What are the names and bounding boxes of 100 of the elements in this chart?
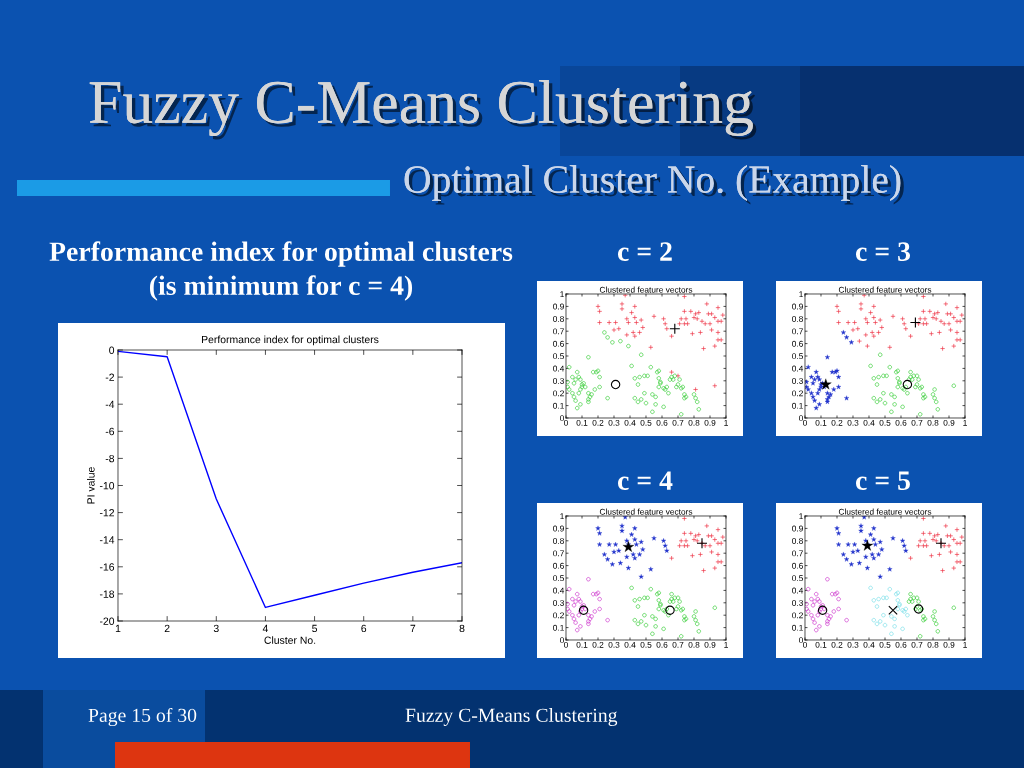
x-tick-label: 0.7 <box>672 419 684 426</box>
x-tick-label: 0.2 <box>592 641 604 648</box>
text: Fuzzy C-Means Clustering <box>405 708 618 726</box>
y-tick-label: 1 <box>560 513 564 520</box>
x-tick-label: 0.2 <box>831 419 843 426</box>
y-tick-label: 0.5 <box>553 575 564 582</box>
y-tick-label: 0.8 <box>553 316 564 322</box>
text: Performance index for optimal clusters <box>49 241 513 267</box>
x-tick-label: 0.5 <box>879 641 891 648</box>
y-tick-label: 0.9 <box>792 303 803 310</box>
x-tick-label: 0.1 <box>576 641 588 648</box>
x-tick-label: 3 <box>213 624 219 633</box>
y-tick-label: 0.2 <box>792 612 803 619</box>
x-tick-label: 4 <box>262 624 269 633</box>
y-tick-label: 0.7 <box>553 550 564 557</box>
y-tick-label: 0.3 <box>553 600 564 606</box>
chart-title: Clustered feature vectors <box>599 508 693 515</box>
x-tick-label: 0.5 <box>640 419 652 426</box>
x-tick-label: 6 <box>361 624 367 633</box>
y-tick-label: 0.6 <box>553 562 564 569</box>
y-tick-label: -14 <box>99 536 115 544</box>
y-tick-label: -4 <box>105 400 115 408</box>
y-tick-label: 0.8 <box>792 538 803 544</box>
y-tick-label: 1 <box>799 513 803 520</box>
x-tick-label: 0.1 <box>815 419 827 426</box>
y-tick-label: 0.1 <box>553 402 564 409</box>
y-tick-label: 0.4 <box>792 587 804 594</box>
x-axis-title: Cluster No. <box>264 636 316 644</box>
x-tick-label: 0.5 <box>640 641 652 648</box>
y-tick-label: -20 <box>99 617 115 625</box>
x-tick-label: 2 <box>164 624 170 633</box>
y-tick-label: 0.9 <box>553 525 564 532</box>
x-tick-label: 8 <box>459 624 465 633</box>
y-tick-label: 0.3 <box>792 378 803 384</box>
y-tick-label: 0.7 <box>553 328 564 335</box>
x-tick-label: 0.4 <box>624 419 636 426</box>
y-tick-label: -18 <box>99 590 115 598</box>
chart-title: Clustered feature vectors <box>838 286 932 293</box>
x-tick-label: 0.9 <box>704 641 716 648</box>
text: c = 2 <box>617 242 672 261</box>
x-tick-label: 0.2 <box>831 641 843 648</box>
y-tick-label: -2 <box>105 373 115 381</box>
chart-title: Clustered feature vectors <box>838 508 932 515</box>
y-tick-label: 0.9 <box>553 303 564 310</box>
x-tick-label: 0.6 <box>895 641 907 648</box>
x-tick-label: 0.3 <box>608 641 620 648</box>
y-tick-label: -12 <box>99 509 115 517</box>
y-tick-label: 0 <box>109 346 115 354</box>
text: (is minimum for c = 4) <box>149 275 413 301</box>
y-tick-label: 0.7 <box>792 328 803 335</box>
y-tick-label: -8 <box>105 454 115 463</box>
x-tick-label: 0.8 <box>688 641 700 648</box>
y-tick-label: 0.2 <box>553 390 564 397</box>
y-tick-label: 0.7 <box>792 550 803 557</box>
x-tick-label: 5 <box>312 624 318 633</box>
y-tick-label: 0.4 <box>792 365 804 372</box>
y-tick-label: 0.3 <box>553 378 564 384</box>
x-tick-label: 0.5 <box>879 419 891 426</box>
x-tick-label: 0.8 <box>688 419 700 426</box>
y-tick-label: 0.1 <box>792 402 803 409</box>
x-tick-label: 7 <box>410 624 416 633</box>
y-tick-label: 0.5 <box>792 353 803 360</box>
x-tick-label: 1 <box>724 641 728 648</box>
y-tick-label: 0.8 <box>792 316 803 322</box>
x-tick-label: 0.2 <box>592 419 604 426</box>
x-tick-label: 0.3 <box>608 419 620 426</box>
y-tick-label: 0.9 <box>792 525 803 532</box>
text: c = 5 <box>855 471 910 490</box>
chart-title: Performance index for optimal clusters <box>201 335 379 346</box>
y-tick-label: -6 <box>105 427 115 436</box>
text: c = 3 <box>855 242 911 261</box>
y-tick-label: 0.6 <box>792 340 803 347</box>
x-tick-label: 1 <box>963 641 967 648</box>
y-tick-label: -16 <box>99 563 115 571</box>
x-tick-label: 0.6 <box>656 641 668 648</box>
y-tick-label: 0.5 <box>553 353 564 360</box>
y-tick-label: -10 <box>99 482 115 490</box>
y-axis-title: PI value <box>86 467 95 504</box>
x-tick-label: 0.1 <box>576 419 588 426</box>
x-tick-label: 0.7 <box>911 419 923 426</box>
x-tick-label: 0.6 <box>895 419 907 426</box>
x-tick-label: 0.4 <box>863 419 875 426</box>
x-tick-label: 0.6 <box>656 419 668 426</box>
x-tick-label: 0.7 <box>672 641 684 648</box>
y-tick-label: 0.6 <box>553 340 564 347</box>
x-tick-label: 0.3 <box>847 419 859 426</box>
y-tick-label: 0.2 <box>553 612 564 619</box>
text: Optimal Cluster No. (Example) <box>404 165 904 205</box>
x-tick-label: 0.7 <box>911 641 923 648</box>
x-tick-label: 0.8 <box>927 641 939 648</box>
x-tick-label: 0.1 <box>815 641 827 648</box>
chart-title: Clustered feature vectors <box>599 286 693 293</box>
y-tick-label: 1 <box>560 291 564 298</box>
y-tick-label: 0.4 <box>553 587 565 594</box>
x-tick-label: 0.3 <box>847 641 859 648</box>
y-tick-label: 1 <box>799 291 803 298</box>
x-tick-label: 1 <box>724 419 728 426</box>
text: Page 15 of 30 <box>88 707 197 727</box>
y-tick-label: 0.8 <box>553 538 564 544</box>
x-tick-label: 0.9 <box>943 419 955 426</box>
